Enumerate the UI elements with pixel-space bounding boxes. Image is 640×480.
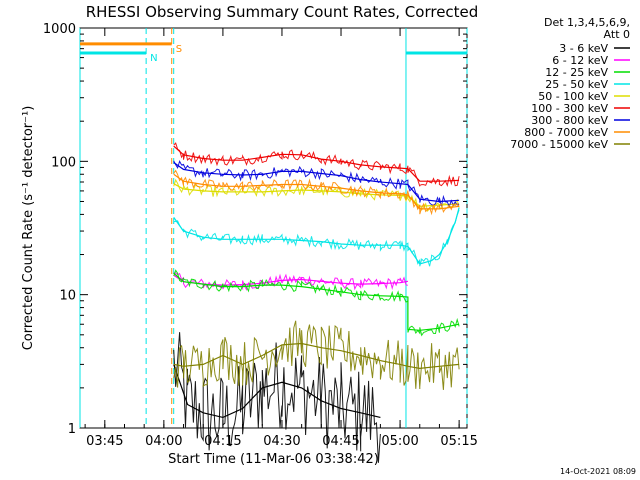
annotation-label: S xyxy=(176,44,182,55)
legend-label: 50 - 100 keV xyxy=(538,90,608,103)
x-tick-label: 05:00 xyxy=(381,434,418,449)
legend-header: Att 0 xyxy=(604,28,630,41)
legend-label: 12 - 25 keV xyxy=(545,66,608,79)
render-timestamp: 14-Oct-2021 08:09 xyxy=(560,467,636,476)
legend-header: Det 1,3,4,5,6,9, xyxy=(544,16,630,29)
series-noise-1 xyxy=(173,272,409,291)
legend-label: 100 - 300 keV xyxy=(531,102,608,115)
x-tick-label: 05:15 xyxy=(440,434,477,449)
legend-label: 800 - 7000 keV xyxy=(524,126,608,139)
y-tick-label: 10 xyxy=(59,289,76,304)
series-noise-5 xyxy=(173,142,460,187)
series-line-5 xyxy=(173,145,460,182)
plot-area xyxy=(79,27,468,429)
x-tick-label: 04:30 xyxy=(263,434,300,449)
series-line-0 xyxy=(173,364,381,419)
legend-label: 300 - 800 keV xyxy=(531,114,608,127)
x-tick-label: 03:45 xyxy=(86,434,123,449)
series-noise-3 xyxy=(173,209,460,267)
series-noise-2 xyxy=(173,269,460,337)
y-tick-label: 1 xyxy=(68,422,76,437)
y-tick-label: 100 xyxy=(51,155,76,170)
x-tick-label: 04:15 xyxy=(204,434,241,449)
x-tick-label: 04:45 xyxy=(322,434,359,449)
x-axis-label: Start Time (11-Mar-06 03:38:42) xyxy=(168,452,379,467)
legend-label: 25 - 50 keV xyxy=(545,78,608,91)
series-noise-8 xyxy=(173,320,460,390)
chart-title: RHESSI Observing Summary Count Rates, Co… xyxy=(86,3,479,21)
y-axis-label: Corrected Count Rate (s⁻¹ detector⁻¹) xyxy=(21,106,36,351)
series-noise-0 xyxy=(173,332,381,463)
legend-label: 7000 - 15000 keV xyxy=(510,138,608,151)
series-noise-7 xyxy=(173,169,460,216)
series-noise-4 xyxy=(173,178,460,212)
legend-label: 6 - 12 keV xyxy=(552,54,608,67)
series-noise-6 xyxy=(173,160,460,208)
legend-label: 3 - 6 keV xyxy=(559,42,608,55)
x-tick-label: 04:00 xyxy=(145,434,182,449)
series-line-2 xyxy=(173,272,460,331)
annotation-label: N xyxy=(150,53,157,64)
y-tick-label: 1000 xyxy=(43,22,76,37)
